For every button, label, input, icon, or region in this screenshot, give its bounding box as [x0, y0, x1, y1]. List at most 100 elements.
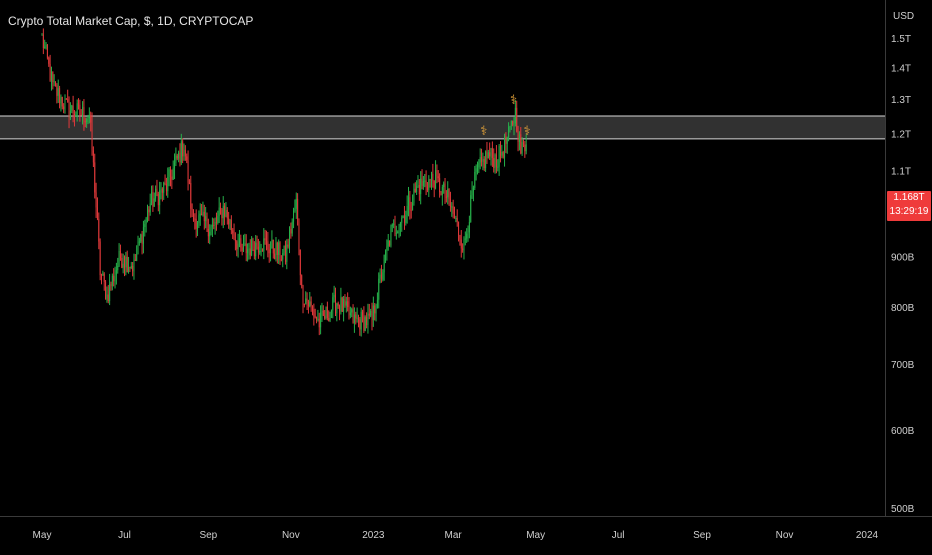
candle[interactable]: [339, 304, 341, 321]
candle[interactable]: [79, 99, 81, 122]
candle[interactable]: [94, 153, 96, 199]
candle[interactable]: [474, 165, 476, 191]
candle[interactable]: [206, 212, 208, 233]
candle[interactable]: [98, 212, 100, 250]
candle[interactable]: [343, 296, 345, 322]
candle[interactable]: [161, 187, 163, 202]
candle[interactable]: [391, 223, 393, 233]
candle[interactable]: [253, 241, 255, 260]
candle[interactable]: [237, 233, 239, 258]
candle[interactable]: [117, 257, 119, 274]
candle[interactable]: [224, 202, 226, 226]
candle[interactable]: [163, 181, 165, 200]
candle[interactable]: [41, 33, 43, 36]
candle[interactable]: [310, 296, 312, 312]
candle[interactable]: [99, 238, 101, 281]
candle[interactable]: [432, 163, 434, 188]
candle[interactable]: [149, 193, 151, 216]
candle[interactable]: [73, 110, 75, 127]
candle[interactable]: [197, 220, 199, 237]
candle[interactable]: [517, 125, 519, 152]
candle[interactable]: [440, 191, 442, 196]
candle[interactable]: [301, 274, 303, 289]
candle[interactable]: [263, 228, 265, 260]
candle[interactable]: [514, 100, 516, 127]
candle[interactable]: [234, 232, 236, 251]
candle[interactable]: [102, 270, 104, 276]
candle[interactable]: [362, 309, 364, 323]
candle[interactable]: [146, 204, 148, 223]
candle[interactable]: [479, 148, 481, 170]
candle[interactable]: [63, 103, 65, 114]
candle[interactable]: [75, 111, 77, 118]
candle[interactable]: [278, 239, 280, 265]
candle[interactable]: [410, 201, 412, 219]
candle[interactable]: [360, 307, 362, 337]
candle[interactable]: [387, 233, 389, 251]
candle[interactable]: [412, 194, 414, 211]
candle[interactable]: [445, 190, 447, 203]
candle[interactable]: [420, 171, 422, 205]
candle[interactable]: [470, 190, 472, 223]
candle[interactable]: [144, 219, 146, 237]
candle[interactable]: [379, 268, 381, 284]
candle[interactable]: [153, 192, 155, 207]
candle[interactable]: [266, 230, 268, 251]
candle[interactable]: [55, 81, 57, 87]
candle[interactable]: [165, 177, 167, 196]
candle[interactable]: [332, 292, 334, 319]
candle[interactable]: [494, 153, 496, 174]
candle[interactable]: [215, 212, 217, 231]
candle[interactable]: [330, 309, 332, 319]
candle[interactable]: [328, 310, 330, 322]
candle[interactable]: [217, 210, 219, 225]
candle[interactable]: [256, 235, 258, 250]
candle[interactable]: [344, 294, 346, 308]
candle[interactable]: [336, 302, 338, 322]
candle[interactable]: [366, 312, 368, 329]
candle[interactable]: [57, 79, 59, 103]
candle[interactable]: [226, 207, 228, 225]
candle[interactable]: [395, 225, 397, 240]
candle[interactable]: [289, 226, 290, 254]
candle[interactable]: [48, 56, 50, 67]
candle[interactable]: [421, 169, 423, 190]
candle[interactable]: [218, 197, 220, 224]
candle[interactable]: [337, 301, 339, 309]
candle[interactable]: [130, 261, 132, 270]
candle[interactable]: [221, 207, 223, 226]
candle[interactable]: [352, 304, 354, 324]
candle[interactable]: [334, 287, 336, 317]
candle[interactable]: [374, 303, 376, 321]
candle[interactable]: [272, 239, 274, 259]
candle[interactable]: [209, 224, 211, 245]
candle[interactable]: [134, 254, 136, 262]
candle[interactable]: [186, 153, 188, 164]
candle[interactable]: [107, 284, 109, 304]
candle[interactable]: [341, 296, 343, 313]
candle[interactable]: [228, 211, 230, 229]
candle[interactable]: [126, 250, 128, 273]
candle[interactable]: [441, 184, 443, 206]
candle[interactable]: [380, 264, 382, 283]
candle[interactable]: [67, 89, 69, 103]
candle[interactable]: [397, 230, 399, 234]
candle[interactable]: [128, 256, 130, 274]
candle[interactable]: [59, 85, 61, 109]
candle[interactable]: [274, 248, 276, 260]
candle[interactable]: [476, 161, 478, 175]
candle[interactable]: [386, 239, 388, 261]
candle[interactable]: [502, 150, 504, 159]
candle[interactable]: [444, 177, 446, 204]
candle[interactable]: [56, 83, 58, 104]
candle[interactable]: [252, 237, 254, 251]
candle[interactable]: [297, 193, 299, 226]
candle[interactable]: [375, 303, 377, 322]
candle[interactable]: [244, 233, 246, 247]
candle[interactable]: [401, 215, 403, 232]
candle[interactable]: [248, 242, 250, 260]
candle[interactable]: [115, 262, 117, 285]
candle[interactable]: [363, 306, 365, 333]
candle[interactable]: [95, 182, 97, 218]
